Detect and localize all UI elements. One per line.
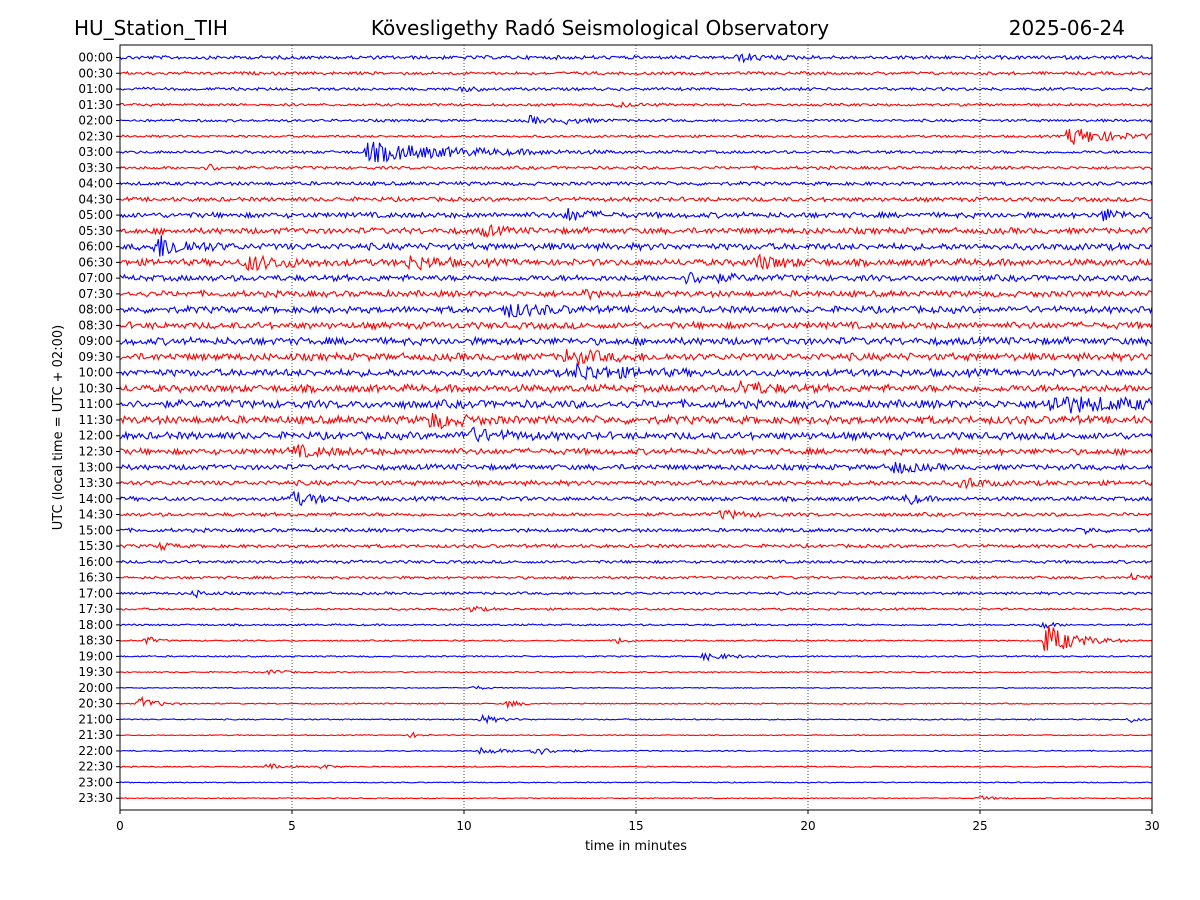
station-name: HU_Station_TIH xyxy=(74,16,228,40)
trace-0300 xyxy=(119,141,1153,163)
x-tick-label: 5 xyxy=(288,819,296,833)
y-tick-label: 03:30 xyxy=(78,161,113,175)
trace-0500 xyxy=(119,208,1153,222)
y-tick-label: 18:30 xyxy=(78,634,113,648)
y-tick-label: 05:00 xyxy=(78,208,113,222)
chart-title: Kövesligethy Radó Seismological Observat… xyxy=(370,16,830,40)
y-tick-label: 06:30 xyxy=(78,255,113,269)
y-tick-label: 00:00 xyxy=(78,51,113,65)
y-axis-title: UTC (local time = UTC + 02:00) xyxy=(51,325,66,530)
y-tick-label: 22:30 xyxy=(78,760,113,774)
trace-0700 xyxy=(119,271,1153,285)
y-tick-label: 08:30 xyxy=(78,318,113,332)
y-tick-label: 16:00 xyxy=(78,555,113,569)
y-tick-label: 13:00 xyxy=(78,460,113,474)
trace-1900 xyxy=(119,652,1153,662)
x-axis-title: time in minutes xyxy=(585,839,687,854)
y-tick-label: 17:00 xyxy=(78,586,113,600)
y-tick-label: 12:30 xyxy=(78,445,113,459)
trace-0130 xyxy=(119,100,1153,109)
y-tick-label: 15:30 xyxy=(78,539,113,553)
y-tick-label: 04:00 xyxy=(78,177,113,191)
y-tick-label: 07:30 xyxy=(78,287,113,301)
y-tick-label: 14:00 xyxy=(78,492,113,506)
trace-2030 xyxy=(119,695,1153,710)
y-tick-label: 08:00 xyxy=(78,303,113,317)
trace-2300 xyxy=(119,781,1153,784)
y-tick-label: 20:00 xyxy=(78,681,113,695)
y-tick-label: 13:30 xyxy=(78,476,113,490)
y-tick-label: 18:00 xyxy=(78,618,113,632)
x-tick-label: 10 xyxy=(456,819,471,833)
y-tick-label: 01:00 xyxy=(78,82,113,96)
y-tick-label: 09:00 xyxy=(78,334,113,348)
x-tick-label: 20 xyxy=(800,819,815,833)
y-tick-label: 21:30 xyxy=(78,728,113,742)
trace-0830 xyxy=(119,320,1153,331)
trace-1430 xyxy=(119,508,1153,520)
trace-1030 xyxy=(119,380,1153,395)
x-tick-label: 15 xyxy=(628,819,643,833)
y-tick-label: 02:30 xyxy=(78,129,113,143)
trace-2230 xyxy=(119,762,1153,770)
trace-0900 xyxy=(119,335,1153,347)
y-tick-label: 11:00 xyxy=(78,397,113,411)
trace-0200 xyxy=(119,114,1153,126)
y-tick-label: 03:00 xyxy=(78,145,113,159)
y-tick-label: 16:30 xyxy=(78,571,113,585)
y-tick-label: 19:00 xyxy=(78,649,113,663)
y-tick-label: 00:30 xyxy=(78,66,113,80)
y-tick-label: 04:30 xyxy=(78,192,113,206)
trace-1830 xyxy=(119,625,1153,651)
trace-2100 xyxy=(119,713,1153,725)
trace-1630 xyxy=(119,571,1153,581)
chart-date: 2025-06-24 xyxy=(1008,16,1125,40)
trace-1700 xyxy=(119,589,1153,599)
y-tick-label: 15:00 xyxy=(78,523,113,537)
trace-1130 xyxy=(119,412,1153,430)
trace-0600 xyxy=(119,235,1153,257)
trace-0730 xyxy=(119,288,1153,301)
trace-2130 xyxy=(119,731,1153,739)
y-tick-label: 11:30 xyxy=(78,413,113,427)
x-tick-label: 25 xyxy=(972,819,987,833)
y-tick-label: 17:30 xyxy=(78,602,113,616)
y-tick-label: 07:00 xyxy=(78,271,113,285)
y-tick-label: 06:00 xyxy=(78,240,113,254)
y-tick-label: 23:30 xyxy=(78,791,113,805)
y-tick-label: 14:30 xyxy=(78,508,113,522)
y-tick-label: 10:30 xyxy=(78,381,113,395)
x-tick-label: 0 xyxy=(116,819,124,833)
trace-0230 xyxy=(119,128,1153,145)
trace-0100 xyxy=(119,86,1153,94)
y-tick-label: 01:30 xyxy=(78,98,113,112)
y-tick-label: 22:00 xyxy=(78,744,113,758)
y-tick-label: 09:30 xyxy=(78,350,113,364)
y-tick-label: 10:00 xyxy=(78,366,113,380)
x-tick-label: 30 xyxy=(1144,819,1159,833)
vertical-grid xyxy=(291,45,981,810)
x-axis: 0 5 10 15 20 25 30 xyxy=(116,810,1160,833)
y-tick-label: 02:00 xyxy=(78,114,113,128)
y-tick-label: 05:30 xyxy=(78,224,113,238)
trace-0530 xyxy=(119,224,1153,239)
y-tick-label: 20:30 xyxy=(78,697,113,711)
y-tick-label: 21:00 xyxy=(78,712,113,726)
y-tick-label: 23:00 xyxy=(78,775,113,789)
trace-1500 xyxy=(119,526,1153,536)
y-tick-label: 19:30 xyxy=(78,665,113,679)
y-tick-label: 12:00 xyxy=(78,429,113,443)
